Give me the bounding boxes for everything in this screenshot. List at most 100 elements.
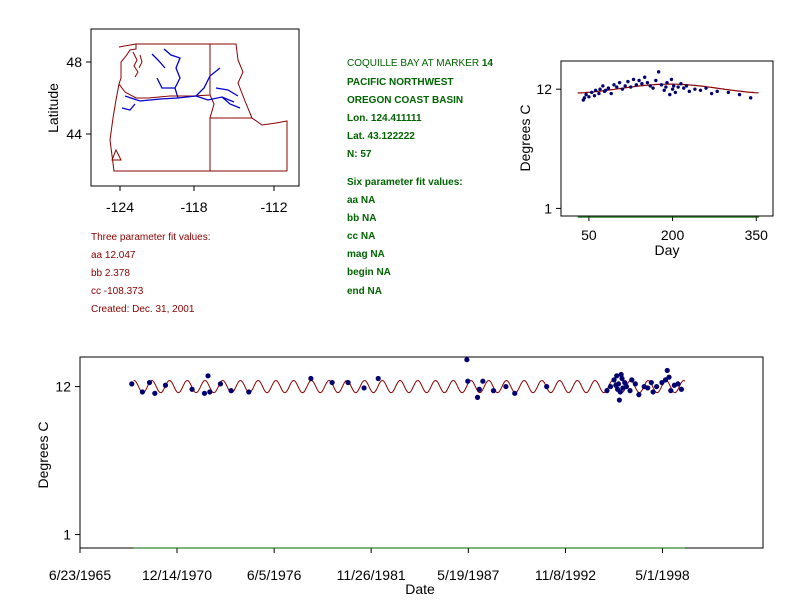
ts-point bbox=[205, 373, 211, 379]
ts-point bbox=[645, 385, 651, 391]
map-ylabel: Latitude bbox=[45, 83, 61, 133]
seasonal-point bbox=[593, 88, 598, 92]
seasonal-xtick-label: 50 bbox=[581, 227, 597, 243]
seasonal-point bbox=[726, 90, 731, 95]
seasonal-point bbox=[597, 91, 601, 96]
ts-point bbox=[666, 374, 672, 380]
station-n: N: 57 bbox=[347, 149, 372, 160]
ts-xtick-label: 5/19/1987 bbox=[437, 567, 499, 583]
seasonal-point bbox=[626, 79, 630, 84]
ts-point bbox=[152, 390, 158, 396]
ts-point bbox=[503, 383, 509, 390]
ts-point bbox=[623, 383, 630, 390]
map-ytick-label: 48 bbox=[66, 54, 82, 70]
three-param-cc: cc -108.373 bbox=[91, 286, 144, 297]
ts-point bbox=[619, 375, 625, 382]
ts-point bbox=[607, 383, 614, 390]
seasonal-point bbox=[620, 87, 625, 91]
ts-point bbox=[650, 389, 656, 395]
seasonal-point bbox=[582, 96, 587, 100]
ts-point bbox=[664, 367, 670, 374]
seasonal-chart: 50 200 350 1 12 Day Degrees C bbox=[517, 60, 774, 258]
seasonal-point bbox=[679, 82, 683, 86]
seasonal-point bbox=[664, 85, 668, 89]
map-xtick-label: -118 bbox=[181, 199, 208, 215]
ts-point bbox=[217, 381, 224, 387]
seasonal-point bbox=[698, 88, 703, 92]
ts-point bbox=[246, 389, 252, 395]
ts-xtick-label: 12/14/1970 bbox=[142, 567, 212, 583]
ts-xlabel: Date bbox=[405, 581, 435, 597]
seasonal-point bbox=[642, 75, 647, 79]
seasonal-point bbox=[617, 80, 622, 85]
seasonal-point bbox=[671, 84, 676, 88]
ts-xtick-label: 5/1/1998 bbox=[635, 567, 690, 583]
ts-point bbox=[490, 388, 497, 394]
six-param-end: end NA bbox=[347, 286, 382, 297]
station-region: PACIFIC NORTHWEST bbox=[347, 77, 454, 88]
ts-point bbox=[329, 379, 335, 386]
seasonal-point bbox=[669, 77, 674, 82]
ts-point bbox=[675, 381, 681, 387]
seasonal-point bbox=[668, 92, 672, 97]
station-basin: OREGON COAST BASIN bbox=[347, 95, 464, 106]
ts-xtick-label: 6/23/1965 bbox=[49, 567, 111, 583]
ts-xtick-label: 6/5/1976 bbox=[247, 567, 302, 583]
map-frame bbox=[90, 28, 300, 187]
seasonal-point bbox=[656, 70, 661, 74]
timeseries-chart: 6/23/1965 12/14/1970 6/5/1976 11/26/1981 5/1… bbox=[35, 356, 764, 597]
ts-ylabel: Degrees C bbox=[35, 422, 51, 489]
six-param-title: Six parameter fit values: bbox=[347, 177, 463, 188]
ts-point bbox=[129, 381, 135, 387]
ts-point bbox=[648, 379, 654, 386]
seasonal-point bbox=[584, 92, 588, 97]
station-title: COQUILLE BAY AT MARKER 14 bbox=[347, 55, 493, 73]
seasonal-point bbox=[623, 84, 627, 88]
map-axes: -124 -118 -112 48 44 Latitude bbox=[45, 54, 288, 215]
seasonal-ylabel: Degrees C bbox=[517, 105, 533, 172]
seasonal-point bbox=[687, 89, 692, 94]
seasonal-point bbox=[709, 91, 714, 96]
seasonal-point bbox=[648, 84, 652, 88]
seasonal-point bbox=[612, 83, 616, 87]
map-xtick-label: -112 bbox=[261, 199, 288, 215]
ts-point bbox=[345, 379, 351, 386]
six-param-cc: cc NA bbox=[347, 231, 376, 242]
ts-ytick-label: 12 bbox=[55, 379, 71, 395]
map-xtick-label: -124 bbox=[106, 199, 134, 215]
seasonal-point bbox=[589, 90, 594, 95]
seasonal-point bbox=[715, 89, 719, 94]
seasonal-xlabel: Day bbox=[655, 242, 680, 258]
station-marker-number: 14 bbox=[481, 58, 493, 69]
seasonal-point bbox=[631, 77, 636, 82]
ts-point bbox=[678, 386, 685, 392]
seasonal-point bbox=[676, 85, 680, 89]
rivers bbox=[121, 48, 241, 111]
ts-point bbox=[465, 378, 471, 384]
ts-point bbox=[611, 377, 617, 383]
seasonal-point bbox=[748, 96, 753, 100]
ts-point bbox=[632, 381, 638, 387]
seasonal-point bbox=[670, 87, 675, 91]
ts-point bbox=[629, 377, 635, 383]
seasonal-point bbox=[684, 84, 689, 88]
ts-point bbox=[375, 375, 381, 382]
seasonal-ytick-label: 12 bbox=[536, 81, 552, 97]
ts-point bbox=[544, 383, 550, 390]
seasonal-point bbox=[592, 93, 597, 98]
seasonal-fit-curve bbox=[577, 83, 759, 94]
six-param-aa: aa NA bbox=[347, 195, 376, 206]
seasonal-point bbox=[598, 87, 602, 91]
ts-point bbox=[162, 382, 169, 388]
seasonal-point bbox=[704, 86, 708, 90]
ts-point bbox=[207, 389, 213, 395]
seasonal-point bbox=[673, 90, 678, 95]
created-date: Created: Dec. 31, 2001 bbox=[91, 304, 195, 315]
ts-point bbox=[464, 357, 470, 363]
ts-point bbox=[361, 385, 367, 391]
ts-point bbox=[627, 388, 633, 394]
ts-ytick-label: 1 bbox=[63, 527, 71, 543]
state-borders bbox=[109, 43, 288, 172]
seasonal-point bbox=[629, 85, 633, 89]
